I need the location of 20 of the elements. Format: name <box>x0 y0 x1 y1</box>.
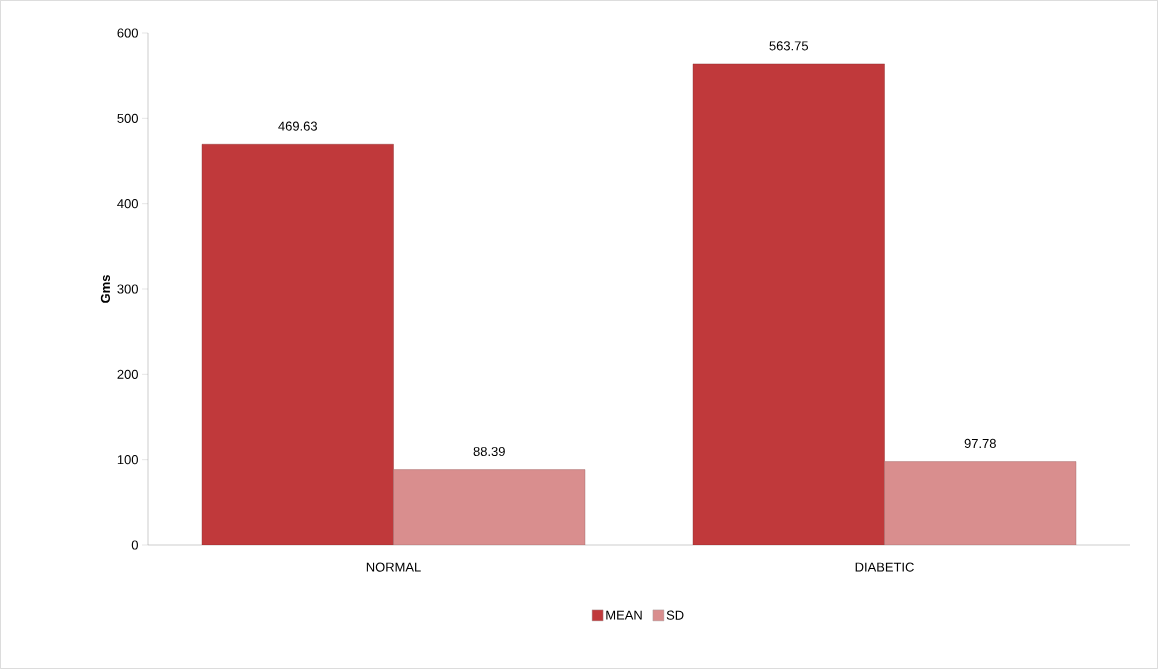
legend-label: MEAN <box>606 610 642 620</box>
bar <box>884 461 1077 545</box>
x-tick-label: NORMAL <box>366 562 421 572</box>
data-label: 469.63 <box>278 121 317 131</box>
y-tick-label: 500 <box>117 113 138 123</box>
y-tick-label: 200 <box>117 369 138 379</box>
legend-label: SD <box>666 610 684 620</box>
y-tick-label: 300 <box>117 284 138 294</box>
x-tick-label: DIABETIC <box>855 562 914 572</box>
bar <box>201 144 394 545</box>
bar <box>692 63 885 545</box>
y-tick-label: 0 <box>131 540 138 550</box>
y-tick-label: 100 <box>117 455 138 465</box>
y-tick-label: 600 <box>117 28 138 38</box>
y-axis-title: Gms <box>100 275 111 303</box>
bar <box>393 469 586 545</box>
data-label: 88.39 <box>473 446 505 457</box>
y-tick-label: 400 <box>117 199 138 209</box>
data-label: 563.75 <box>769 41 809 51</box>
data-label: 97.78 <box>964 438 996 449</box>
